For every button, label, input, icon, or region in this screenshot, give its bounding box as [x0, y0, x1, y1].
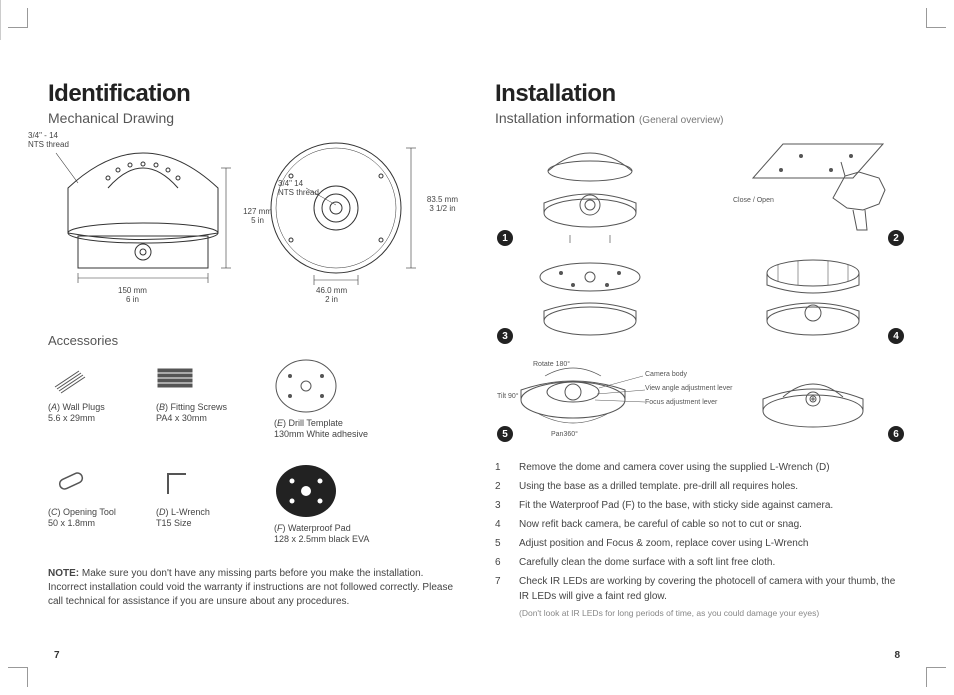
svg-text:Tilt 90°: Tilt 90° [497, 392, 519, 400]
install-figure-5: Rotate 180° Tilt 90° Pan360° Camera body… [495, 352, 685, 444]
step-text-1: Remove the dome and camera cover using t… [519, 460, 906, 475]
waterproof-pad-icon [274, 463, 338, 519]
identification-column: Identification Mechanical Drawing [48, 80, 459, 618]
note-label: NOTE: [48, 568, 79, 579]
step-text-4: Now refit back camera, be careful of cab… [519, 517, 906, 532]
install-figure-1: 1 [495, 138, 685, 248]
thread-label-2: NTS thread [28, 141, 69, 150]
install-figure-4: 4 [719, 254, 906, 346]
install-figure-6: 6 [719, 352, 906, 444]
accessory-fitting-screws: (B) Fitting ScrewsPA4 x 30mm [156, 358, 256, 441]
step-badge-1: 1 [497, 230, 513, 246]
note-paragraph: NOTE: Make sure you don't have any missi… [48, 567, 459, 609]
page-number-left: 7 [54, 650, 60, 661]
note-text: Make sure you don't have any missing par… [48, 568, 453, 607]
opening-tool-icon [48, 463, 94, 503]
identification-title: Identification [48, 80, 459, 108]
screws-icon [156, 358, 202, 398]
step-text-7: Check IR LEDs are working by covering th… [519, 574, 906, 604]
step-badge-2: 2 [888, 230, 904, 246]
top-thread-2: NTS thread [278, 189, 319, 198]
top-outer-in: 3 1/2 in [427, 205, 458, 214]
drawings-row: 3/4" - 14 NTS thread 127 mm 5 in 150 mm … [48, 138, 459, 293]
install-figure-3: 3 [495, 254, 685, 346]
step-text-3: Fit the Waterproof Pad (F) to the base, … [519, 498, 906, 513]
installation-subtitle: Installation information (General overvi… [495, 110, 906, 126]
step-text-6: Carefully clean the dome surface with a … [519, 555, 906, 570]
svg-text:Pan360°: Pan360° [551, 430, 578, 438]
svg-text:Camera body: Camera body [645, 371, 688, 378]
top-drawing: 3/4" 14 NTS thread 83.5 mm 3 1/2 in 46.0… [266, 138, 426, 293]
l-wrench-icon [156, 463, 202, 503]
drill-template-icon [274, 358, 338, 414]
step-badge-5: 5 [497, 426, 513, 442]
install-figure-2: Close / Open 2 [719, 138, 906, 248]
step-text-2: Using the base as a drilled template. pr… [519, 479, 906, 494]
accessory-drill-template: (E) Drill Template130mm White adhesive [274, 358, 424, 441]
accessories-heading: Accessories [48, 333, 459, 348]
accessory-wall-plugs: (A) Wall Plugs5.6 x 29mm [48, 358, 138, 441]
accessory-l-wrench: (D) L-WrenchT15 Size [156, 463, 256, 546]
accessories-grid: (A) Wall Plugs5.6 x 29mm (B) Fitting Scr… [48, 358, 459, 545]
step-badge-3: 3 [497, 328, 513, 344]
svg-text:Focus adjustment lever: Focus adjustment lever [645, 399, 718, 406]
accessory-waterproof-pad: (F) Waterproof Pad128 x 2.5mm black EVA [274, 463, 424, 546]
install-steps-grid: 1 Close / Open 2 [495, 138, 906, 444]
page-number-right: 8 [894, 650, 900, 661]
step-text-5: Adjust position and Focus & zoom, replac… [519, 536, 906, 551]
step-7-subnote: (Don't look at IR LEDs for long periods … [519, 608, 906, 618]
side-drawing: 3/4" - 14 NTS thread 127 mm 5 in 150 mm … [48, 138, 238, 293]
side-width-in: 6 in [118, 296, 147, 305]
mechanical-drawing-subtitle: Mechanical Drawing [48, 110, 459, 126]
step-badge-6: 6 [888, 426, 904, 442]
accessory-opening-tool: (C) Opening Tool50 x 1.8mm [48, 463, 138, 546]
installation-steps-list: 1Remove the dome and camera cover using … [495, 460, 906, 608]
installation-column: Installation Installation information (G… [495, 80, 906, 618]
svg-text:Rotate 180°: Rotate 180° [533, 360, 570, 368]
top-inner-in: 2 in [316, 296, 347, 305]
wall-plugs-icon [48, 358, 94, 398]
step-badge-4: 4 [888, 328, 904, 344]
installation-title: Installation [495, 80, 906, 108]
svg-text:Close / Open: Close / Open [733, 197, 774, 204]
